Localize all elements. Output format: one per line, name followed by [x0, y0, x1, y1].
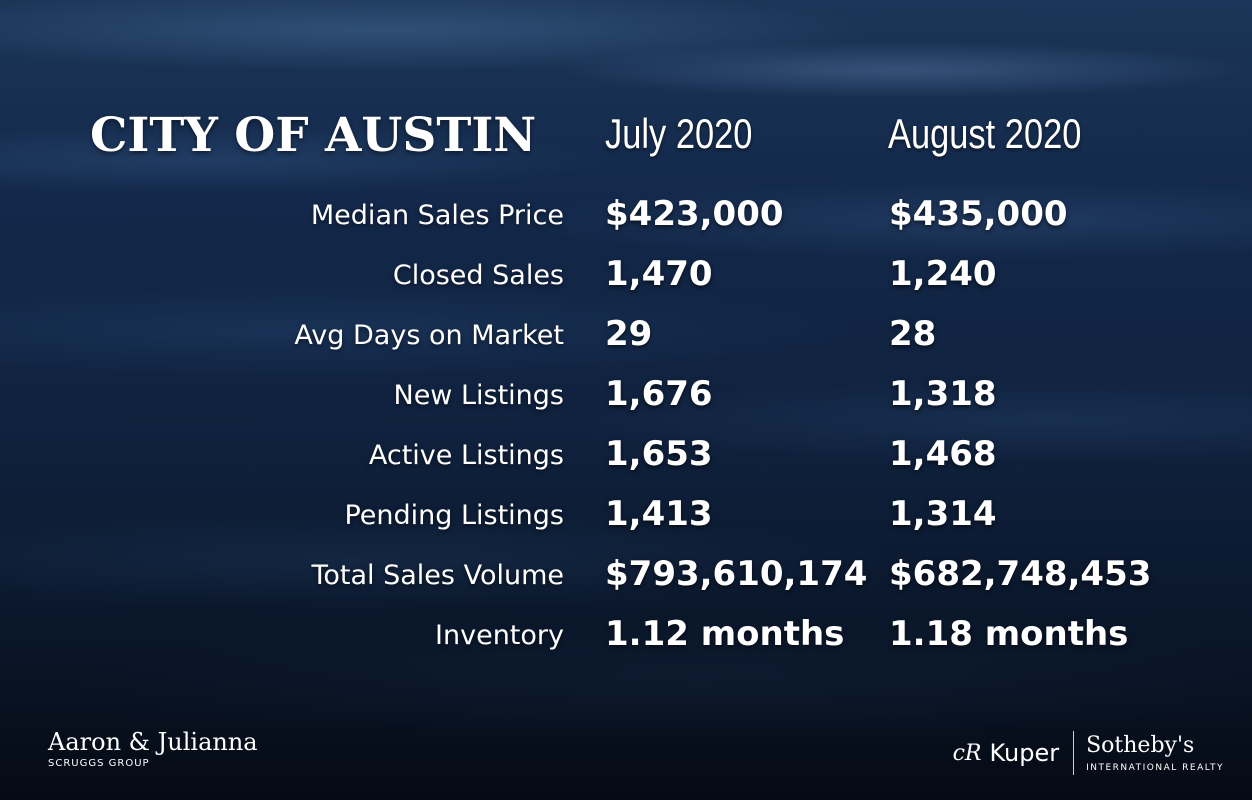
- table-row: Median Sales Price $423,000 $435,000: [0, 194, 1252, 260]
- august-value: 1,240: [889, 254, 997, 294]
- table-row: Total Sales Volume $793,610,174 $682,748…: [0, 554, 1252, 620]
- august-value: 28: [889, 314, 937, 354]
- agent-logo: Aaron & Julianna SCRUGGS GROUP: [48, 728, 258, 769]
- row-label: Closed Sales: [392, 260, 564, 291]
- row-label: Median Sales Price: [310, 200, 564, 231]
- table-row: Avg Days on Market 29 28: [0, 314, 1252, 380]
- july-value: $793,610,174: [605, 554, 868, 594]
- page-title: CITY OF AUSTIN: [90, 108, 537, 163]
- august-value: $682,748,453: [889, 554, 1152, 594]
- table-row: Closed Sales 1,470 1,240: [0, 254, 1252, 320]
- brokerage-logo: cR Kuper Sotheby's INTERNATIONAL REALTY: [953, 730, 1224, 776]
- july-value: 1,413: [605, 494, 713, 534]
- july-value: 1.12 months: [605, 614, 845, 654]
- sothebys-logo: Sotheby's INTERNATIONAL REALTY: [1086, 733, 1224, 773]
- table-row: Inventory 1.12 months 1.18 months: [0, 614, 1252, 680]
- july-value: $423,000: [605, 194, 784, 234]
- table-row: New Listings 1,676 1,318: [0, 374, 1252, 440]
- august-value: 1,314: [889, 494, 997, 534]
- row-label: New Listings: [393, 380, 565, 411]
- row-label: Total Sales Volume: [311, 560, 564, 591]
- august-value: 1.18 months: [889, 614, 1129, 654]
- july-value: 1,653: [605, 434, 713, 474]
- agent-group: SCRUGGS GROUP: [48, 758, 150, 769]
- july-value: 1,470: [605, 254, 713, 294]
- column-header-july: July 2020: [605, 110, 753, 157]
- logo-divider: [1073, 731, 1075, 775]
- row-label: Avg Days on Market: [294, 320, 564, 351]
- row-label: Active Listings: [368, 440, 564, 471]
- kuper-wordmark: Kuper: [989, 739, 1060, 767]
- agent-name: Aaron & Julianna: [48, 728, 258, 756]
- row-label: Inventory: [435, 620, 564, 651]
- july-value: 1,676: [605, 374, 713, 414]
- july-value: 29: [605, 314, 653, 354]
- sothebys-wordmark: Sotheby's: [1086, 733, 1195, 758]
- table-row: Active Listings 1,653 1,468: [0, 434, 1252, 500]
- column-header-august: August 2020: [888, 110, 1082, 157]
- august-value: 1,318: [889, 374, 997, 414]
- august-value: $435,000: [889, 194, 1068, 234]
- row-label: Pending Listings: [344, 500, 564, 531]
- kuper-monogram-icon: cR: [952, 740, 982, 766]
- sothebys-tagline: INTERNATIONAL REALTY: [1086, 763, 1224, 773]
- table-row: Pending Listings 1,413 1,314: [0, 494, 1252, 560]
- august-value: 1,468: [889, 434, 997, 474]
